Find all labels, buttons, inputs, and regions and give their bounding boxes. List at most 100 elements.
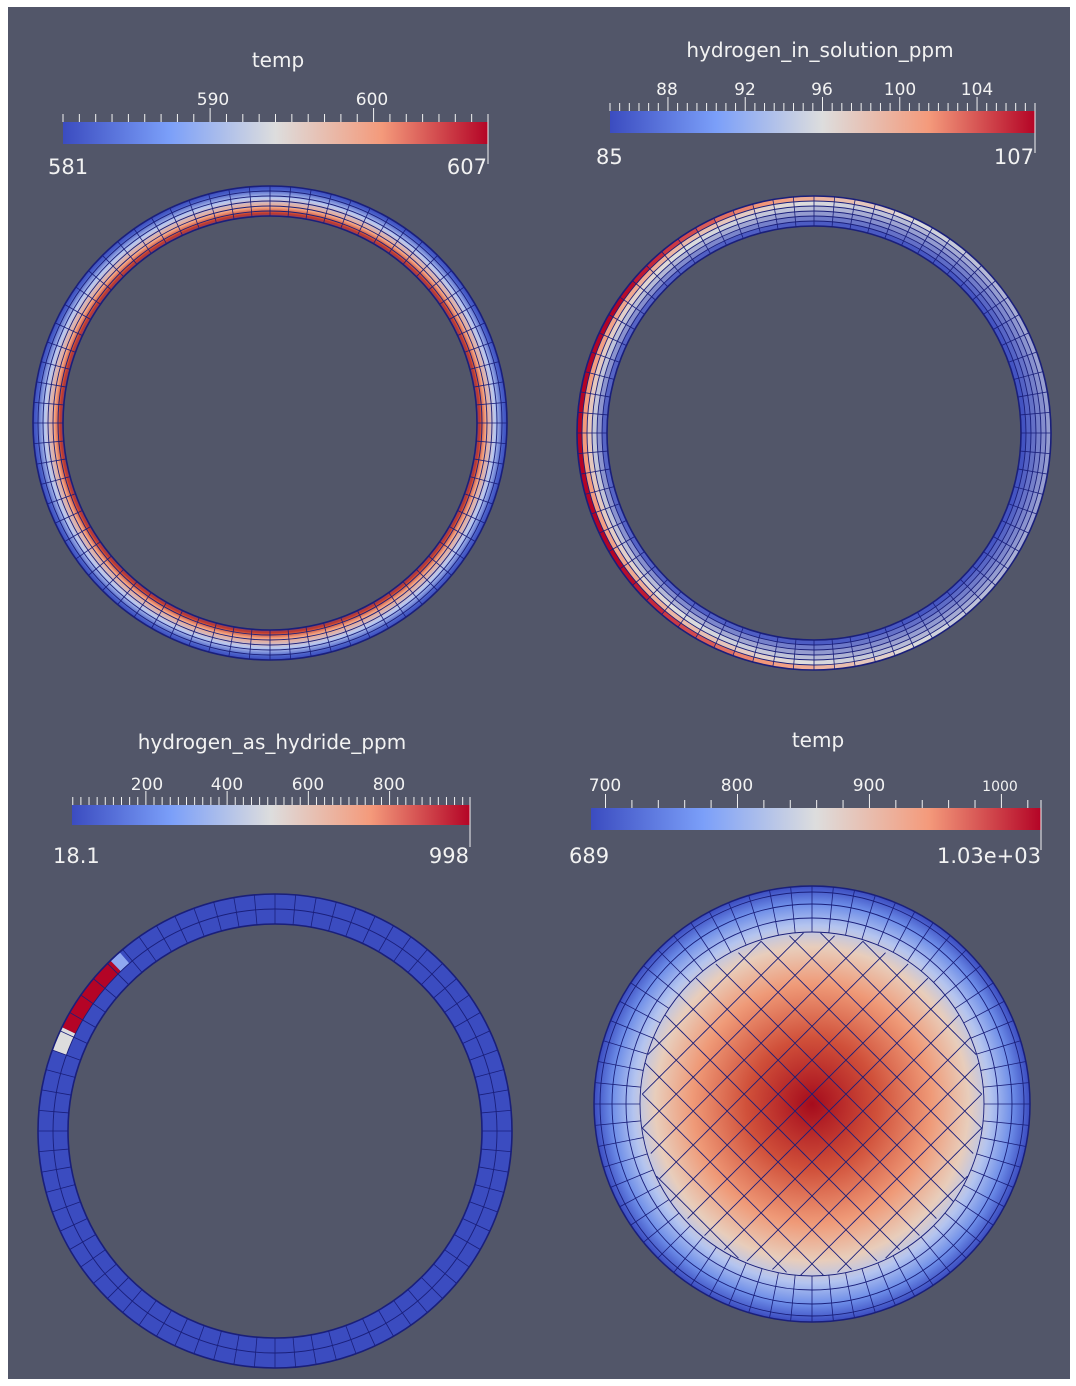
mesh-grid <box>594 886 1030 1322</box>
ring-cell <box>1023 375 1033 396</box>
mesh-spoke <box>877 902 896 946</box>
mesh-spoke <box>88 555 112 576</box>
colorbar-gradient <box>610 111 1035 133</box>
mesh-spoke <box>407 949 428 973</box>
ring-cell <box>1001 322 1016 342</box>
ring-cell <box>871 641 892 653</box>
ring-cell <box>935 255 954 271</box>
mesh-spoke <box>732 210 744 239</box>
ring-cell <box>715 638 737 652</box>
ring-cell <box>594 355 606 376</box>
mesh-spoke <box>93 978 117 999</box>
ring-cell <box>963 597 982 615</box>
ring-cell <box>1004 549 1020 569</box>
ring-cell <box>793 201 814 207</box>
mesh-spoke <box>462 1218 490 1232</box>
colorbar: 88 92 96 100 104 85 107 <box>596 80 1036 169</box>
ring-cell <box>626 539 641 558</box>
mesh-spoke <box>713 218 727 246</box>
mesh-spoke <box>69 1012 96 1028</box>
ring-cell <box>984 560 1000 579</box>
ring-cell <box>640 272 658 291</box>
ring-cell <box>660 266 678 284</box>
mesh-spoke <box>80 1249 106 1268</box>
ring-cell <box>935 595 954 611</box>
mesh-spoke <box>946 251 967 275</box>
mesh-spoke <box>328 1330 337 1361</box>
mesh-line <box>653 1037 878 1262</box>
ring-cell <box>950 582 968 600</box>
ring-cell <box>963 279 981 297</box>
mesh-line <box>789 935 983 1129</box>
ring-cell <box>909 222 930 237</box>
mesh-spoke <box>599 332 627 346</box>
mesh-spoke <box>40 361 71 370</box>
ring-cell <box>605 378 615 398</box>
ring-cell <box>752 199 774 209</box>
mesh-spoke <box>632 280 656 301</box>
mesh-spoke <box>752 632 761 663</box>
ring-cell <box>925 236 945 252</box>
ring-cell <box>854 199 876 209</box>
mesh-spoke <box>151 602 167 629</box>
ring-cell <box>671 251 690 267</box>
ring-field <box>577 196 1051 670</box>
mesh-spoke <box>792 196 797 227</box>
ring-cell <box>582 433 588 454</box>
ring-cell <box>580 473 590 495</box>
ring-cell <box>608 319 622 340</box>
ring-cell <box>1027 491 1039 513</box>
ring-cell <box>922 610 942 626</box>
colorbar-max-label: 107 <box>994 145 1034 169</box>
mesh-spoke <box>45 1069 76 1078</box>
mesh-spoke <box>595 1082 641 1088</box>
mesh-spoke <box>661 251 682 275</box>
mesh-spoke <box>732 627 744 656</box>
mesh-line <box>641 1127 787 1273</box>
ring-cell <box>889 634 910 647</box>
mesh-spoke <box>972 280 996 301</box>
mesh-spoke <box>248 186 253 217</box>
ring-cell <box>643 276 661 294</box>
ring-cell <box>980 557 996 576</box>
ring-cell <box>649 593 669 611</box>
mesh-spoke <box>713 620 727 648</box>
ring-cell <box>947 270 964 287</box>
ring-cell <box>708 612 727 626</box>
mesh-spoke <box>416 255 438 277</box>
tick-label: 400 <box>211 775 243 795</box>
mesh-line <box>800 1093 983 1276</box>
mesh-spoke <box>41 1166 72 1173</box>
tick-label: 600 <box>356 90 388 110</box>
ring-cell <box>853 652 875 662</box>
ring-cell <box>621 305 637 325</box>
ring-cell <box>599 531 614 552</box>
ring-cell <box>605 468 615 488</box>
mesh-spoke <box>993 314 1020 330</box>
mesh-spoke <box>474 1069 505 1078</box>
ring-cell <box>872 646 894 658</box>
ring-cell <box>600 376 610 397</box>
ring-cell <box>874 651 896 662</box>
mesh-spoke <box>47 341 76 353</box>
mesh-spoke <box>577 450 608 455</box>
ring-cell <box>739 223 760 234</box>
mesh-spoke <box>439 286 465 305</box>
mesh-spoke <box>69 1234 96 1250</box>
ring-cell <box>868 223 889 234</box>
ring-cell <box>700 227 721 241</box>
mesh-spoke <box>690 922 717 962</box>
mesh-spoke <box>421 963 443 985</box>
ring-cell <box>1033 472 1043 494</box>
ring-cell <box>708 240 727 254</box>
hydride-cell <box>52 1027 76 1056</box>
ring-cell <box>683 614 703 630</box>
ring-cell <box>963 251 982 269</box>
ring-cell <box>956 259 975 277</box>
mesh-spoke <box>748 895 763 940</box>
mesh-spoke <box>828 887 834 933</box>
ring-cell <box>595 510 609 532</box>
mesh-spoke <box>323 193 332 224</box>
ring-cell <box>932 259 951 275</box>
ring-cell <box>592 433 598 453</box>
